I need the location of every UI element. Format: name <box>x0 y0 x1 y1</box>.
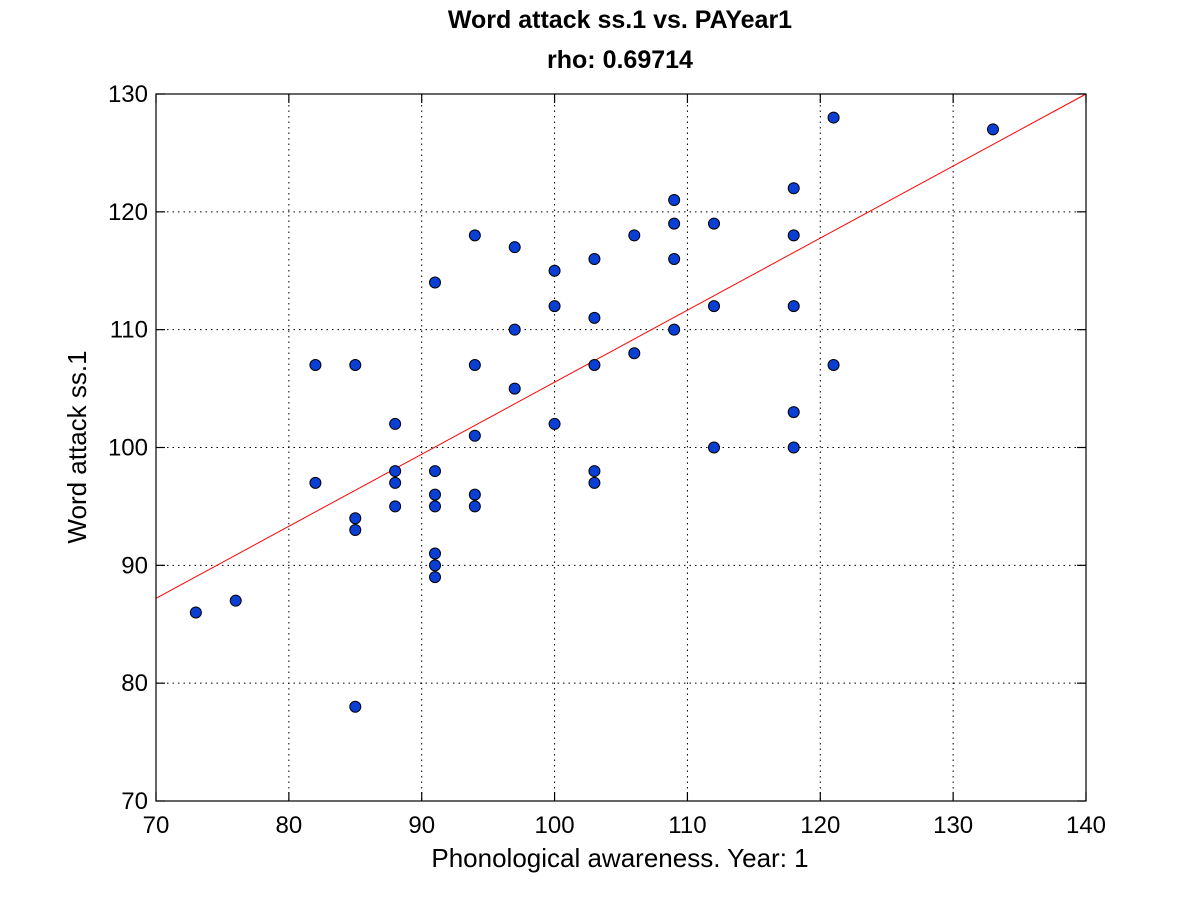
plot-frame <box>155 93 1087 802</box>
y-tick-label: 100 <box>108 435 148 462</box>
data-point <box>588 311 601 324</box>
data-point <box>349 359 362 372</box>
data-point <box>548 300 561 313</box>
data-point <box>429 571 441 584</box>
data-point <box>468 429 481 442</box>
fit-line <box>155 93 1087 599</box>
data-point <box>548 264 561 277</box>
data-point <box>468 500 481 513</box>
data-point <box>668 217 681 230</box>
data-point <box>827 359 840 372</box>
chart-subtitle: rho: 0.69714 <box>547 46 693 74</box>
x-tick-label: 80 <box>276 812 303 839</box>
data-point <box>429 465 441 478</box>
data-point <box>349 523 362 536</box>
y-tick-label: 130 <box>108 81 148 108</box>
data-point <box>389 476 402 489</box>
data-point <box>508 241 521 254</box>
x-tick-labels: 70 80 90 100 110 120 130 140 <box>143 812 1106 839</box>
data-point <box>588 252 601 265</box>
fit-line-group <box>155 93 1087 599</box>
axis-ticks <box>155 93 1087 802</box>
data-point <box>229 594 242 607</box>
data-point <box>787 406 800 419</box>
data-point <box>429 500 441 513</box>
data-point <box>708 300 720 313</box>
data-points <box>189 111 999 713</box>
data-point <box>508 382 521 395</box>
y-tick-label: 90 <box>121 552 148 579</box>
data-point <box>429 559 441 572</box>
data-point <box>389 417 402 430</box>
data-point <box>468 229 481 242</box>
x-tick-label: 130 <box>933 812 973 839</box>
data-point <box>668 194 681 207</box>
data-point <box>429 488 441 501</box>
data-point <box>668 252 681 265</box>
y-tick-label: 110 <box>110 317 148 344</box>
data-point <box>349 700 362 713</box>
data-point <box>588 465 601 478</box>
x-tick-label: 90 <box>408 812 435 839</box>
y-tick-labels: 70 80 90 100 110 120 130 <box>108 81 148 815</box>
data-point <box>508 323 521 336</box>
data-point <box>548 417 561 430</box>
data-point <box>708 217 720 230</box>
data-point <box>628 347 641 360</box>
x-tick-label: 110 <box>668 812 706 839</box>
y-tick-label: 120 <box>108 199 148 226</box>
data-point <box>309 476 322 489</box>
data-point <box>628 229 641 242</box>
data-point <box>429 547 441 560</box>
data-point <box>588 476 601 489</box>
x-tick-label: 120 <box>800 812 840 839</box>
data-point <box>787 441 800 454</box>
data-point <box>349 512 362 525</box>
y-tick-label: 70 <box>121 788 148 815</box>
x-tick-label: 70 <box>143 812 170 839</box>
chart-title: Word attack ss.1 vs. PAYear1 <box>448 6 792 34</box>
data-point <box>787 229 800 242</box>
data-point <box>708 441 720 454</box>
data-point <box>668 323 681 336</box>
data-point <box>468 359 481 372</box>
data-point <box>787 300 800 313</box>
data-point <box>189 606 202 619</box>
x-axis-label: Phonological awareness. Year: 1 <box>431 843 808 873</box>
data-point <box>429 276 441 289</box>
data-point <box>468 488 481 501</box>
data-point <box>389 465 402 478</box>
data-point <box>389 500 402 513</box>
y-tick-label: 80 <box>121 670 148 697</box>
grid-lines <box>156 94 1086 801</box>
data-point <box>987 123 999 136</box>
data-point <box>309 359 322 372</box>
data-point <box>827 111 840 124</box>
x-tick-label: 100 <box>535 812 575 839</box>
data-point <box>588 359 601 372</box>
x-tick-label: 140 <box>1066 812 1106 839</box>
y-axis-label: Word attack ss.1 <box>62 350 92 543</box>
data-point <box>787 182 800 195</box>
